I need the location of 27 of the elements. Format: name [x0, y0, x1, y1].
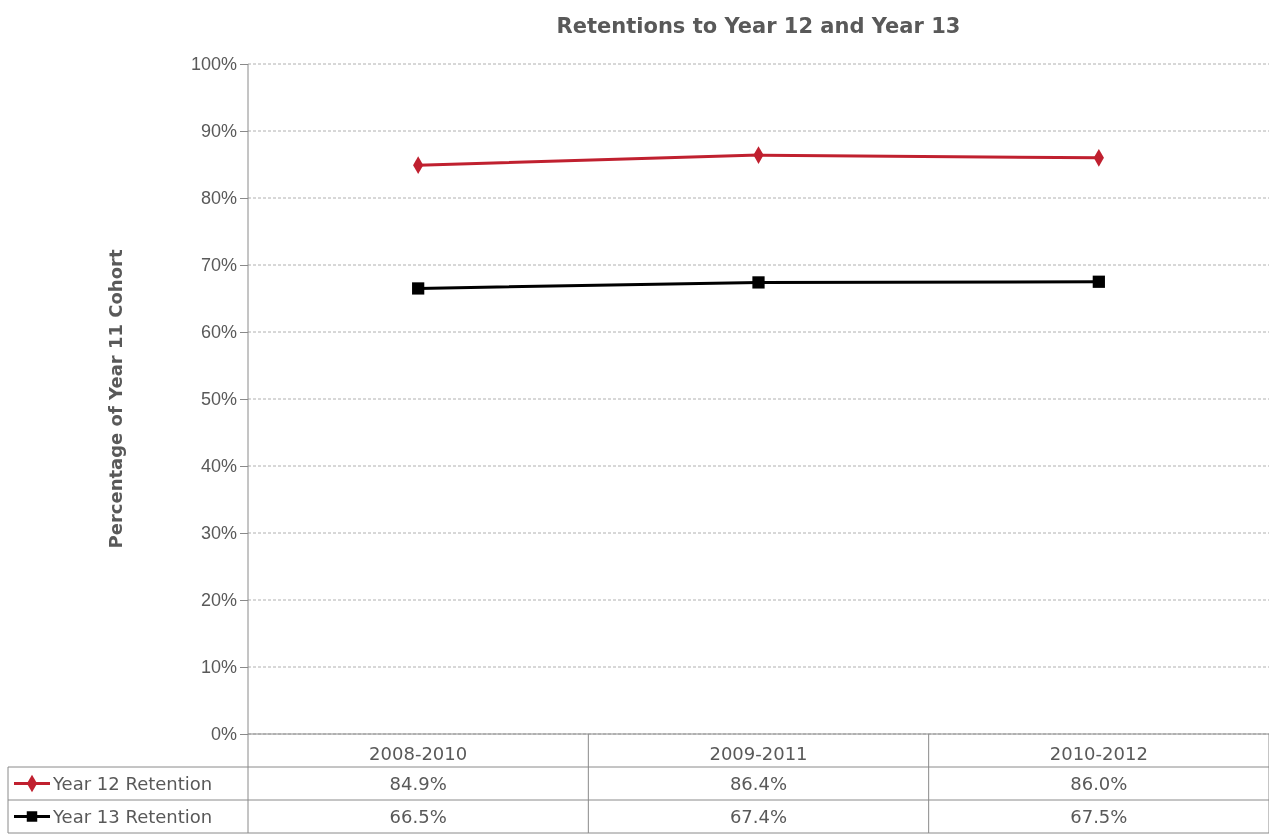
data-label: 66.5% [389, 806, 447, 827]
data-label: 67.5% [1070, 806, 1128, 827]
y-tick-label: 100% [190, 54, 237, 75]
y-tick-label: 70% [200, 255, 237, 276]
legend-label: Year 13 Retention [52, 806, 213, 827]
y-tick-label: 50% [200, 389, 237, 410]
data-label: 86.4% [729, 773, 788, 794]
data-label: 84.9% [389, 773, 447, 794]
data-label: 67.4% [729, 806, 788, 827]
y-tick-label: 30% [200, 523, 237, 544]
point [412, 282, 425, 295]
legend-label: Year 12 Retention [52, 773, 213, 794]
x-tick-label: 2009-2011 [709, 743, 808, 764]
y-tick-label: 40% [200, 456, 237, 477]
x-tick-label: 2008-2010 [369, 743, 468, 764]
y-tick-label: 20% [200, 590, 237, 611]
y-tick-label: 60% [200, 322, 237, 343]
y-axis-title: Percentage of Year 11 Cohort [105, 249, 126, 549]
y-tick-label: 80% [200, 188, 237, 209]
point [1092, 275, 1105, 288]
y-tick-label: 0% [210, 724, 237, 745]
y-tick-label: 10% [200, 657, 237, 678]
chart-title: Retentions to Year 12 and Year 13 [556, 14, 961, 38]
point [752, 276, 765, 289]
data-label: 86.0% [1070, 773, 1128, 794]
y-tick-label: 90% [200, 121, 237, 142]
x-tick-label: 2010-2012 [1049, 743, 1148, 764]
